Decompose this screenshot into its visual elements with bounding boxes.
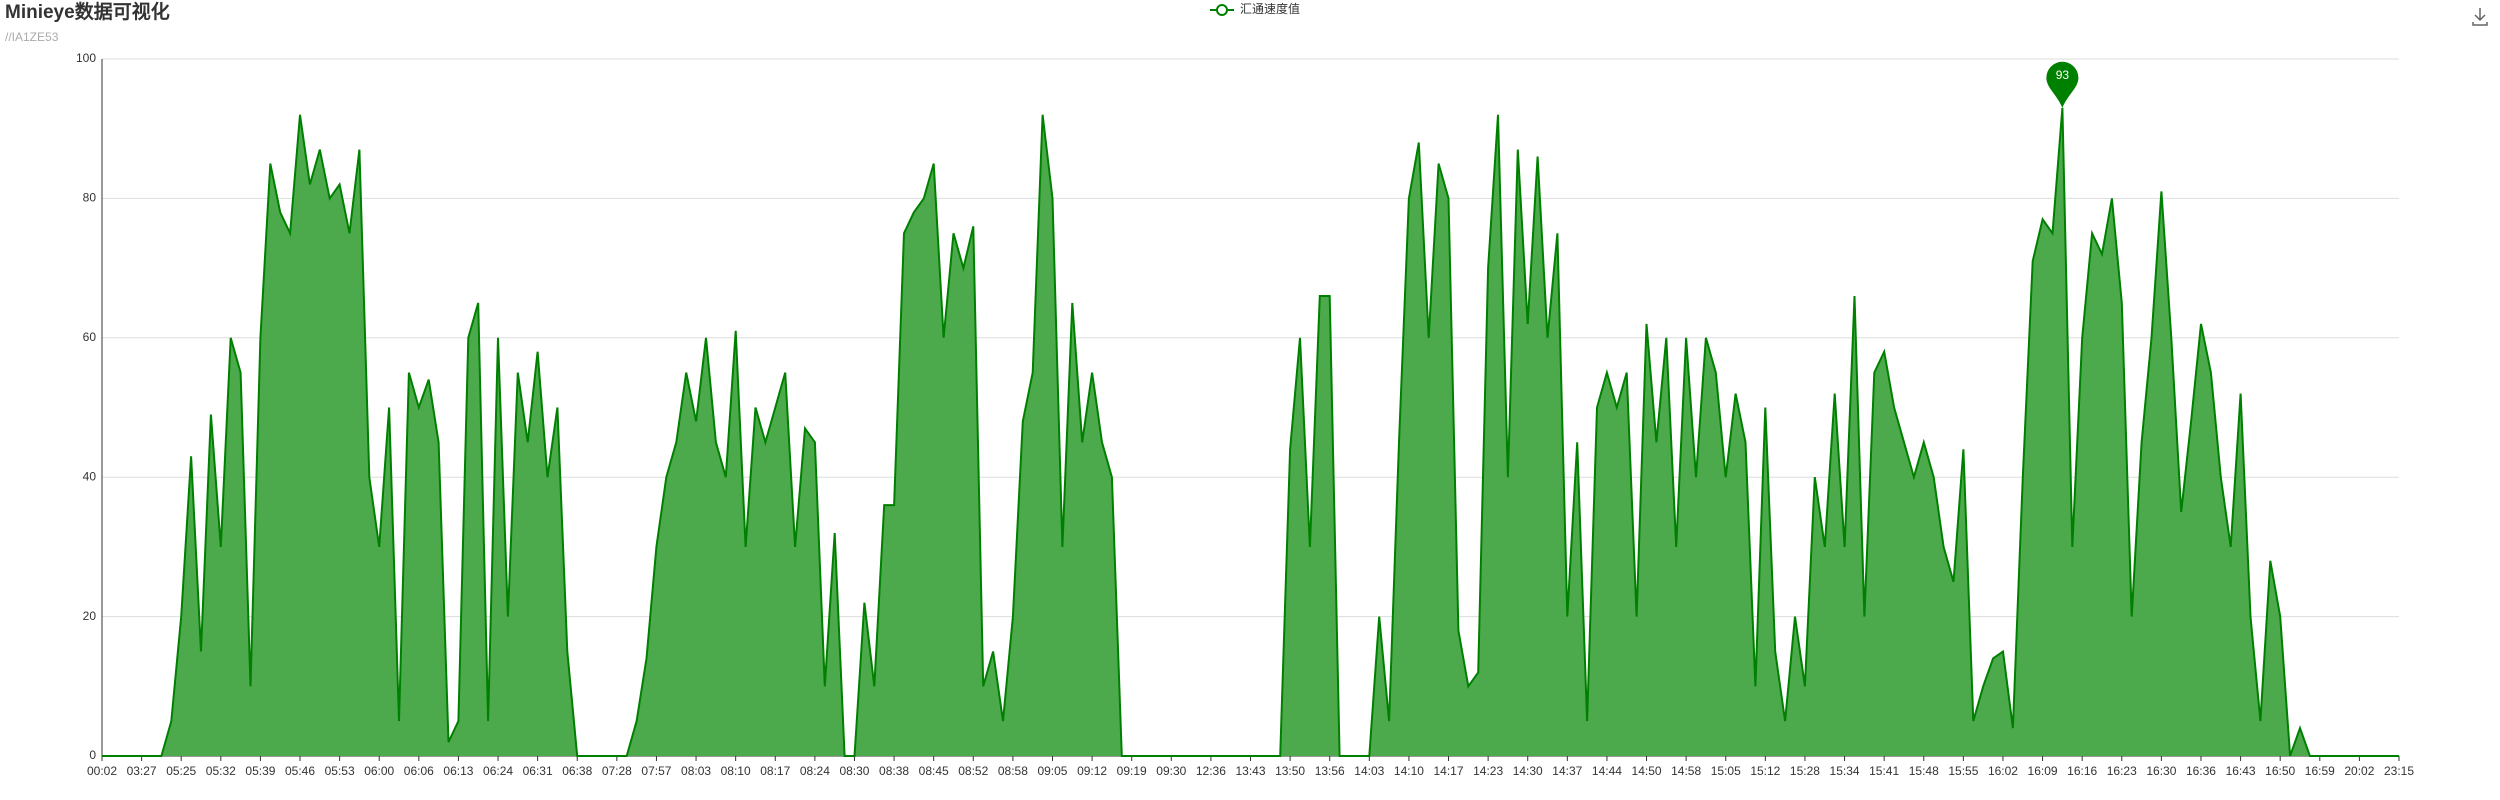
- y-tick-label: 60: [83, 330, 97, 344]
- x-tick-label: 08:45: [919, 764, 949, 778]
- x-tick-label: 14:30: [1513, 764, 1543, 778]
- y-tick-label: 100: [76, 51, 96, 65]
- x-tick-label: 13:50: [1275, 764, 1305, 778]
- x-tick-label: 05:32: [206, 764, 236, 778]
- legend-marker: [1216, 4, 1228, 16]
- x-tick-label: 06:38: [562, 764, 592, 778]
- x-tick-label: 05:39: [245, 764, 275, 778]
- x-tick-label: 13:43: [1235, 764, 1265, 778]
- mark-pin-label: 93: [2056, 68, 2070, 82]
- x-tick-label: 08:52: [958, 764, 988, 778]
- x-tick-label: 05:53: [325, 764, 355, 778]
- x-tick-label: 16:36: [2186, 764, 2216, 778]
- x-tick-label: 13:56: [1315, 764, 1345, 778]
- x-tick-label: 05:25: [166, 764, 196, 778]
- x-tick-label: 09:12: [1077, 764, 1107, 778]
- x-tick-label: 16:59: [2305, 764, 2335, 778]
- chart-title: Minieye数据可视化: [5, 0, 170, 23]
- y-tick-label: 40: [83, 469, 97, 483]
- y-tick-label: 20: [83, 609, 97, 623]
- x-tick-label: 16:43: [2226, 764, 2256, 778]
- x-tick-label: 23:15: [2384, 764, 2414, 778]
- x-tick-label: 07:28: [602, 764, 632, 778]
- x-tick-label: 15:05: [1711, 764, 1741, 778]
- x-tick-label: 16:23: [2107, 764, 2137, 778]
- x-tick-label: 15:34: [1830, 764, 1860, 778]
- x-tick-label: 16:16: [2067, 764, 2097, 778]
- x-tick-label: 14:50: [1632, 764, 1662, 778]
- x-tick-label: 08:03: [681, 764, 711, 778]
- x-tick-label: 12:36: [1196, 764, 1226, 778]
- chart-subtitle: //IA1ZE53: [5, 30, 59, 44]
- download-icon[interactable]: [2472, 8, 2488, 26]
- x-tick-label: 14:03: [1354, 764, 1384, 778]
- x-tick-label: 16:02: [1988, 764, 2018, 778]
- x-tick-label: 08:17: [760, 764, 790, 778]
- x-tick-label: 09:30: [1156, 764, 1186, 778]
- x-tick-label: 15:12: [1750, 764, 1780, 778]
- x-tick-label: 09:19: [1117, 764, 1147, 778]
- x-tick-label: 15:48: [1909, 764, 1939, 778]
- mark-pin: [2046, 61, 2079, 108]
- x-tick-label: 15:41: [1869, 764, 1899, 778]
- x-tick-label: 15:55: [1948, 764, 1978, 778]
- line: [102, 107, 2399, 757]
- y-tick-label: 0: [89, 748, 96, 762]
- x-tick-label: 06:06: [404, 764, 434, 778]
- x-tick-label: 06:24: [483, 764, 513, 778]
- x-tick-label: 06:00: [364, 764, 394, 778]
- x-tick-label: 20:02: [2344, 764, 2374, 778]
- x-tick-label: 06:31: [523, 764, 553, 778]
- x-tick-label: 14:37: [1552, 764, 1582, 778]
- legend-label: 汇通速度值: [1240, 1, 1300, 16]
- area: [102, 107, 2399, 757]
- y-tick-label: 80: [83, 191, 97, 205]
- x-tick-label: 16:50: [2265, 764, 2295, 778]
- x-tick-label: 14:10: [1394, 764, 1424, 778]
- download-glyph: [2472, 8, 2488, 26]
- x-tick-label: 08:58: [998, 764, 1028, 778]
- x-tick-label: 03:27: [127, 764, 157, 778]
- x-tick-label: 14:58: [1671, 764, 1701, 778]
- x-tick-label: 07:57: [641, 764, 671, 778]
- x-tick-label: 16:30: [2146, 764, 2176, 778]
- x-tick-label: 09:05: [1037, 764, 1067, 778]
- x-tick-label: 00:02: [87, 764, 117, 778]
- x-tick-label: 08:30: [839, 764, 869, 778]
- x-tick-label: 08:24: [800, 764, 830, 778]
- x-tick-label: 05:46: [285, 764, 315, 778]
- x-tick-label: 08:10: [721, 764, 751, 778]
- x-tick-label: 15:28: [1790, 764, 1820, 778]
- x-tick-label: 16:09: [2028, 764, 2058, 778]
- x-tick-label: 06:13: [443, 764, 473, 778]
- x-tick-label: 14:44: [1592, 764, 1622, 778]
- x-tick-label: 08:38: [879, 764, 909, 778]
- x-tick-label: 14:23: [1473, 764, 1503, 778]
- x-tick-label: 14:17: [1434, 764, 1464, 778]
